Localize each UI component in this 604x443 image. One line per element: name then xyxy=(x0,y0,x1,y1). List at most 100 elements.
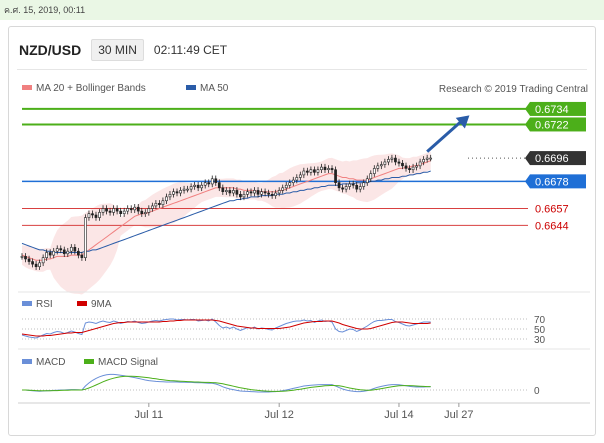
candle-body xyxy=(55,248,59,252)
candle xyxy=(401,160,404,170)
candle xyxy=(87,210,91,221)
candle-body xyxy=(288,182,292,186)
legend-swatch xyxy=(186,85,196,90)
candle xyxy=(379,161,383,170)
candle xyxy=(119,207,123,217)
timeframe-label[interactable]: 30 MIN xyxy=(91,39,144,61)
candle xyxy=(207,179,211,188)
candle xyxy=(358,183,362,193)
candle xyxy=(66,247,70,258)
copyright-text: Research © 2019 Trading Central xyxy=(439,84,588,95)
candle-body xyxy=(87,213,91,218)
candle xyxy=(27,255,31,265)
candle xyxy=(91,210,94,219)
candle-body xyxy=(94,214,98,218)
candle xyxy=(387,156,390,166)
candle-body xyxy=(98,212,101,218)
candle xyxy=(246,188,249,198)
rsi-level-label: 50 xyxy=(534,325,546,336)
candle xyxy=(351,180,355,189)
candle xyxy=(69,244,73,255)
candle xyxy=(108,207,112,216)
candle xyxy=(422,156,425,166)
candle-body xyxy=(66,250,70,255)
candle xyxy=(390,154,394,163)
candle-body xyxy=(239,193,242,198)
candle xyxy=(165,193,168,204)
candle xyxy=(189,183,193,193)
rsi-legend-swatch xyxy=(77,301,87,306)
candle-body xyxy=(189,186,193,190)
candle-body xyxy=(193,184,196,187)
time-tick-label: Jul 12 xyxy=(265,409,294,421)
candle-body xyxy=(91,213,94,216)
candle xyxy=(270,191,274,199)
candle xyxy=(193,182,196,190)
candle-body xyxy=(105,208,108,212)
chart-header: NZD/USD 30 MIN 02:11:49 CET xyxy=(17,37,233,63)
candle-body xyxy=(52,250,56,256)
header-divider xyxy=(17,69,587,70)
candle-body xyxy=(341,187,344,190)
time-tick-label: Jul 27 xyxy=(444,409,473,421)
candle-body xyxy=(355,184,359,190)
candle xyxy=(224,187,228,195)
candle-body xyxy=(295,177,299,181)
level-tag-0.6678 xyxy=(530,174,586,189)
candle-body xyxy=(401,162,404,167)
time-tick-label: Jul 14 xyxy=(384,409,413,421)
candle-body xyxy=(133,206,137,211)
candle xyxy=(147,205,151,216)
candle-body xyxy=(221,187,225,193)
candle-body xyxy=(422,159,425,163)
candle xyxy=(31,258,34,268)
candle xyxy=(253,187,256,197)
level-value-0.6722: 0.6722 xyxy=(535,119,569,131)
level-value-0.6678: 0.6678 xyxy=(535,176,569,188)
candle xyxy=(323,163,327,173)
candle xyxy=(129,205,133,214)
candle-body xyxy=(203,182,207,186)
candle-body xyxy=(394,157,397,163)
candle-body xyxy=(217,182,221,189)
candle-body xyxy=(411,166,415,171)
candle xyxy=(309,166,313,176)
candle xyxy=(172,188,175,198)
candle-body xyxy=(309,169,313,173)
candle-body xyxy=(270,193,274,196)
candle-body xyxy=(320,166,323,171)
candle-body xyxy=(291,179,295,183)
candle xyxy=(41,254,45,267)
candle xyxy=(45,249,49,261)
price-panel: MA 20 + Bollinger Bands MA 50 0.6734 0.6722… xyxy=(18,83,590,295)
candle-body xyxy=(306,170,309,173)
macd-legend-swatch xyxy=(22,359,32,364)
candle xyxy=(404,162,408,172)
candle xyxy=(140,207,144,217)
rsi-legend-label: 9MA xyxy=(91,299,112,310)
candle-body xyxy=(246,191,249,195)
legend-swatch xyxy=(22,85,32,90)
candle xyxy=(316,166,320,176)
candle-body xyxy=(165,196,168,202)
candle-body xyxy=(284,184,288,189)
candle xyxy=(200,182,204,192)
candle-body xyxy=(158,203,161,205)
candle xyxy=(291,176,295,186)
candle-body xyxy=(136,206,140,212)
level-tag-pointer xyxy=(525,101,530,116)
level-value-0.6657: 0.6657 xyxy=(535,204,569,216)
candle-body xyxy=(224,190,228,193)
candle-body xyxy=(256,190,260,195)
candle xyxy=(355,182,359,193)
candle xyxy=(143,209,147,217)
candle xyxy=(34,260,38,270)
candle-body xyxy=(253,190,256,194)
candle-body xyxy=(418,161,422,167)
rsi-level-label: 30 xyxy=(534,335,546,346)
candle xyxy=(126,205,130,215)
legend-label: MA 20 + Bollinger Bands xyxy=(36,83,146,94)
candle xyxy=(179,187,182,197)
time-tick-label: Jul 11 xyxy=(135,409,164,421)
candle xyxy=(267,189,270,198)
